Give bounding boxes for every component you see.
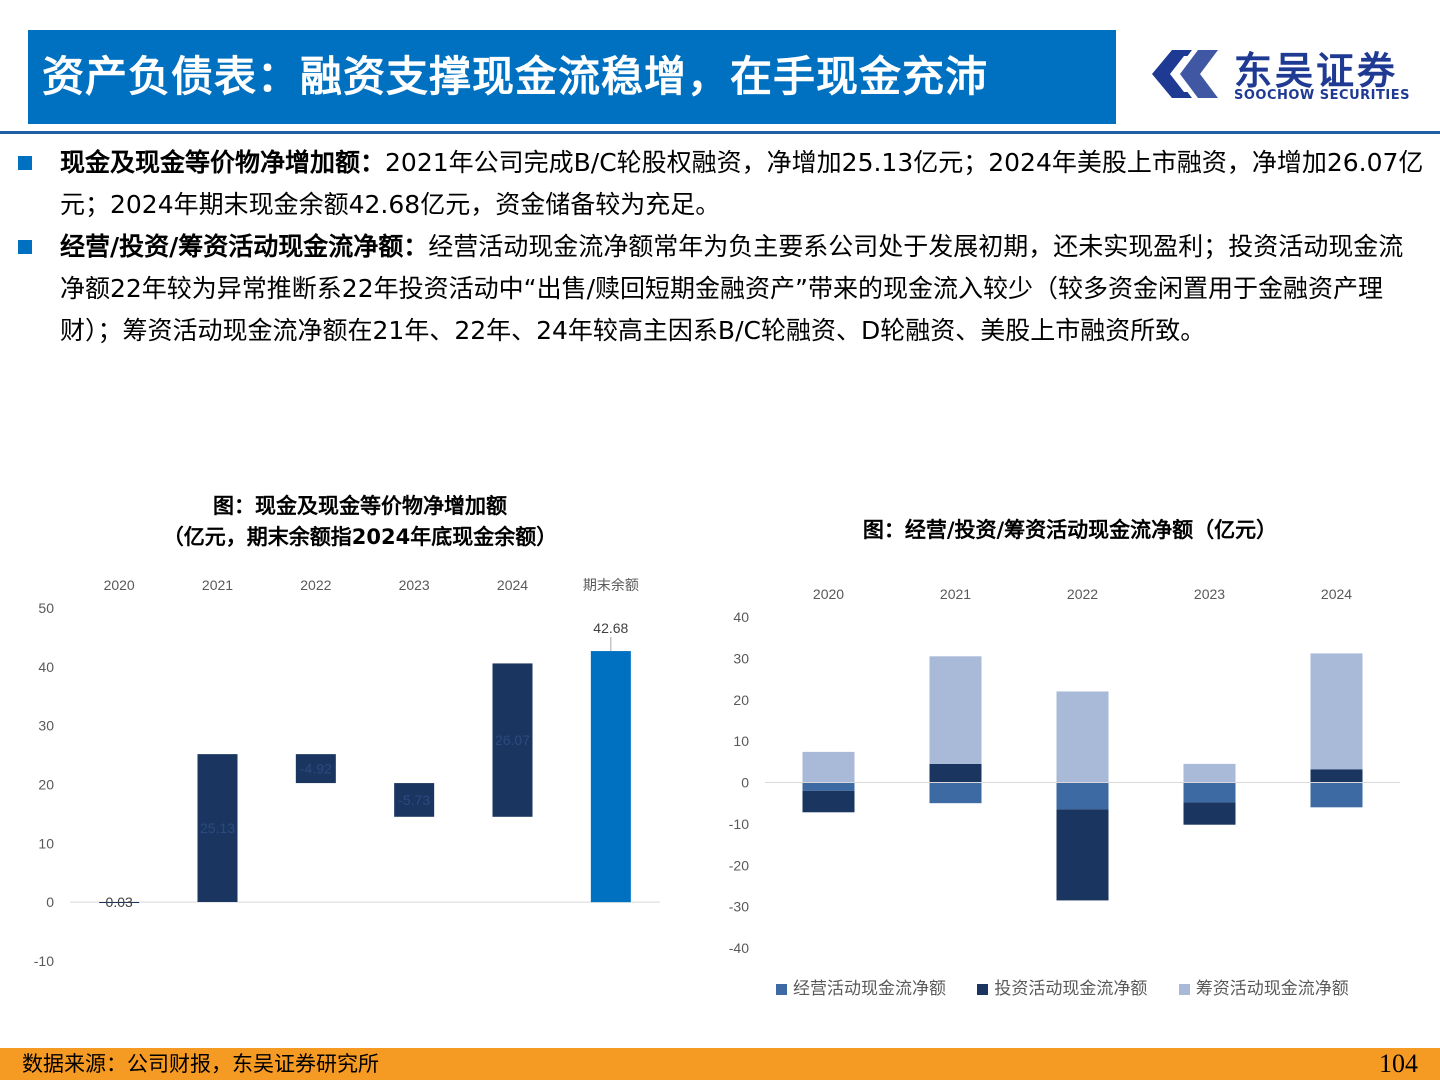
stacked-bar-segment	[1310, 653, 1363, 770]
legend-item: 经营活动现金流净额	[776, 974, 946, 999]
stacked-bar-segment	[802, 782, 855, 791]
chart2-title-block: 图：经营/投资/筹资活动现金流净额（亿元）	[720, 515, 1420, 546]
waterfall-bar	[295, 754, 336, 784]
soochow-logo-icon	[1152, 50, 1218, 98]
y-tick-label: 0	[741, 775, 749, 791]
legend-item: 投资活动现金流净额	[977, 974, 1147, 999]
waterfall-bar	[197, 754, 238, 902]
legend-swatch	[1178, 984, 1190, 995]
stacked-bar-segment	[929, 763, 982, 783]
y-tick-label: 10	[733, 733, 749, 749]
y-tick-label: 0	[46, 894, 54, 910]
legend-label: 投资活动现金流净额	[994, 979, 1148, 999]
y-tick-label: 50	[38, 600, 54, 616]
x-tick-label: 2021	[202, 577, 233, 593]
chart2-legend: 经营活动现金流净额 投资活动现金流净额 筹资活动现金流净额	[776, 974, 1416, 999]
waterfall-bar	[492, 663, 533, 817]
chart1-subtitle: （亿元，期末余额指2024年底现金余额）	[162, 525, 558, 549]
bullet-heading: 现金及现金等价物净增加额：	[60, 148, 386, 177]
bullet-list: 现金及现金等价物净增加额：2021年公司完成B/C轮股权融资，净增加25.13亿…	[18, 142, 1428, 352]
y-tick-label: 10	[38, 835, 54, 851]
stacked-bar-segment	[1310, 769, 1363, 783]
chart1-title: 图：现金及现金等价物净增加额	[213, 494, 507, 518]
stacked-bar-segment	[1183, 802, 1236, 825]
stacked-bar-segment	[1310, 782, 1363, 808]
stacked-bar-segment	[1056, 809, 1109, 901]
company-logo: 东吴证券 SOOCHOW SECURITIES	[1148, 40, 1418, 110]
x-tick-label: 2024	[497, 577, 528, 593]
legend-label: 筹资活动现金流净额	[1195, 979, 1349, 999]
page-number: 104	[1379, 1049, 1418, 1078]
waterfall-bar	[394, 783, 435, 817]
legend-swatch	[776, 984, 787, 995]
y-tick-label: -30	[729, 899, 749, 915]
x-tick-label: 2024	[1321, 586, 1352, 602]
logo-english-name: SOOCHOW SECURITIES	[1234, 88, 1410, 103]
bullet-cash-flow-activities: 经营/投资/筹资活动现金流净额：经营活动现金流净额常年为负主要系公司处于发展初期…	[18, 226, 1428, 352]
data-label: 26.07	[495, 732, 530, 748]
stacked-bar-segment	[802, 790, 855, 813]
data-label: -5.73	[398, 792, 430, 808]
stacked-bar-segment	[1183, 782, 1236, 803]
data-label: 42.68	[593, 620, 628, 636]
y-tick-label: -10	[729, 816, 749, 832]
stacked-bar-segment	[1056, 782, 1109, 810]
title-bar: 资产负债表：融资支撑现金流稳增，在手现金充沛	[28, 30, 1116, 124]
x-tick-label: 2023	[399, 577, 430, 593]
stacked-bar-segment	[1056, 691, 1109, 783]
y-tick-label: -20	[729, 857, 749, 873]
chart1-title-block: 图：现金及现金等价物净增加额 （亿元，期末余额指2024年底现金余额）	[20, 491, 700, 553]
legend-swatch	[977, 984, 989, 995]
bullet-body: 经营活动现金流净额常年为负主要系公司处于发展初期，还未实现盈利；投资活动现金流净…	[60, 232, 1404, 345]
x-tick-label: 2022	[1067, 586, 1098, 602]
y-tick-label: 20	[733, 692, 749, 708]
y-tick-label: 30	[38, 718, 54, 734]
x-tick-label: 2020	[813, 586, 844, 602]
data-source: 数据来源：公司财报，东吴证券研究所	[22, 1052, 379, 1076]
bullet-square-icon	[18, 240, 32, 254]
bullet-square-icon	[18, 156, 32, 170]
waterfall-bar	[99, 901, 140, 903]
legend-item: 筹资活动现金流净额	[1178, 974, 1349, 999]
stacked-bar-segment	[929, 656, 982, 764]
waterfall-chart: 50 40 30 20 10 0 -10 2020 2021 2022 2023 2024 期末余额 0.…	[34, 577, 660, 969]
page-title: 资产负债表：融资支撑现金流稳增，在手现金充沛	[42, 52, 989, 101]
y-tick-label: -10	[34, 953, 54, 969]
bullet-cash-net-increase: 现金及现金等价物净增加额：2021年公司完成B/C轮股权融资，净增加25.13亿…	[18, 142, 1428, 226]
stacked-bar-segment	[1183, 763, 1236, 783]
bullet-body: 2021年公司完成B/C轮股权融资，净增加25.13亿元；2024年美股上市融资…	[60, 148, 1424, 219]
stacked-bar-chart: 40 30 20 10 0 -10 -20 -30 -40 2020 2021 2022 2023 202…	[729, 586, 1400, 956]
data-label: 25.13	[200, 820, 235, 836]
y-tick-label: 20	[38, 777, 54, 793]
x-tick-label: 2023	[1194, 586, 1225, 602]
logo-name: 东吴证券	[1234, 49, 1399, 93]
waterfall-bar	[590, 651, 631, 903]
header-rule	[0, 131, 1440, 134]
data-label: -4.92	[300, 761, 332, 777]
footer-bar: 数据来源：公司财报，东吴证券研究所 104	[0, 1048, 1440, 1080]
stacked-bar-segment	[802, 751, 855, 783]
x-tick-label: 2022	[300, 577, 331, 593]
x-tick-label: 期末余额	[583, 577, 639, 593]
y-tick-label: 30	[733, 650, 749, 666]
x-tick-label: 2021	[940, 586, 971, 602]
y-tick-label: 40	[733, 609, 749, 625]
y-tick-label: -40	[729, 940, 749, 956]
chart2-title: 图：经营/投资/筹资活动现金流净额（亿元）	[862, 518, 1278, 542]
bullet-heading: 经营/投资/筹资活动现金流净额：	[60, 232, 429, 261]
x-tick-label: 2020	[104, 577, 135, 593]
data-label: 0.03	[106, 894, 133, 910]
legend-label: 经营活动现金流净额	[793, 979, 946, 999]
stacked-bar-segment	[929, 782, 982, 804]
y-tick-label: 40	[38, 659, 54, 675]
